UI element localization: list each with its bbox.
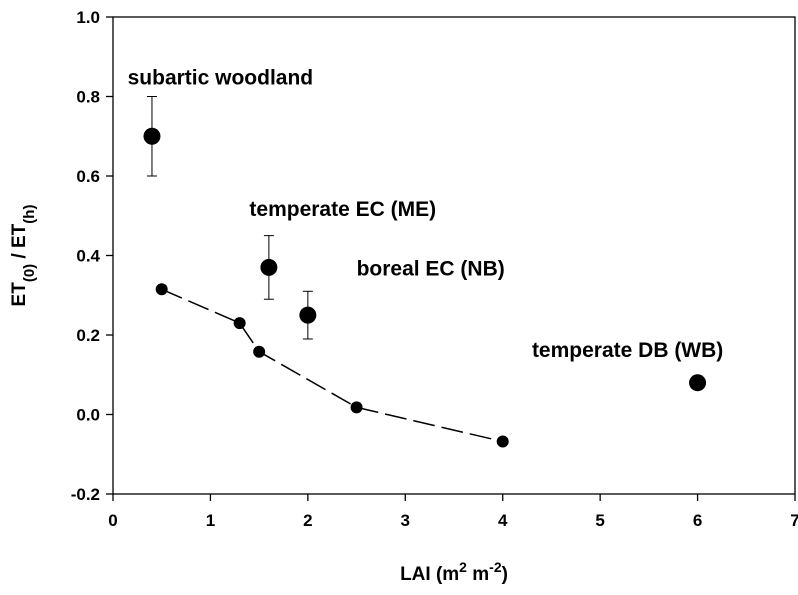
data-point: [260, 258, 278, 276]
x-axis: 0 1 2 3 4 5 6 7: [108, 494, 798, 530]
y-tick-label: 0.6: [76, 167, 100, 186]
x-tick-label: 5: [595, 511, 604, 530]
x-tick-label: 7: [790, 511, 798, 530]
data-point: [496, 435, 509, 448]
data-point: [143, 127, 161, 145]
y-tick-label: 0.4: [76, 247, 100, 266]
annotation-label: temperate DB (WB): [532, 339, 723, 362]
annotations: subartic woodland temperate EC (ME) boreal…: [128, 67, 724, 362]
data-point: [155, 283, 168, 296]
data-point: [350, 401, 363, 414]
data-point: [253, 345, 266, 358]
series-layer: [143, 96, 707, 448]
x-tick-label: 0: [108, 511, 117, 530]
annotation-label: subartic woodland: [128, 67, 314, 90]
data-point: [299, 306, 317, 324]
annotation-label: temperate EC (ME): [249, 198, 436, 221]
x-axis-title: LAI (m2 m-2): [400, 559, 508, 585]
y-axis-title: ET(0) / ET(h): [9, 205, 38, 307]
series-line: [161, 288, 503, 443]
data-point: [689, 374, 707, 392]
x-tick-label: 2: [303, 511, 312, 530]
y-tick-label: 0.8: [76, 88, 100, 107]
y-tick-label: -0.2: [71, 485, 100, 504]
y-tick-label: 1.0: [76, 8, 100, 27]
data-point: [233, 317, 246, 330]
y-tick-label: 0.0: [76, 406, 100, 425]
x-tick-label: 4: [498, 511, 508, 530]
x-tick-label: 3: [401, 511, 410, 530]
x-tick-label: 1: [206, 511, 215, 530]
y-axis: -0.2 0.0 0.2 0.4 0.6 0.8 1.0: [71, 8, 113, 504]
y-tick-label: 0.2: [76, 326, 100, 345]
x-tick-label: 6: [693, 511, 702, 530]
annotation-label: boreal EC (NB): [357, 257, 505, 280]
